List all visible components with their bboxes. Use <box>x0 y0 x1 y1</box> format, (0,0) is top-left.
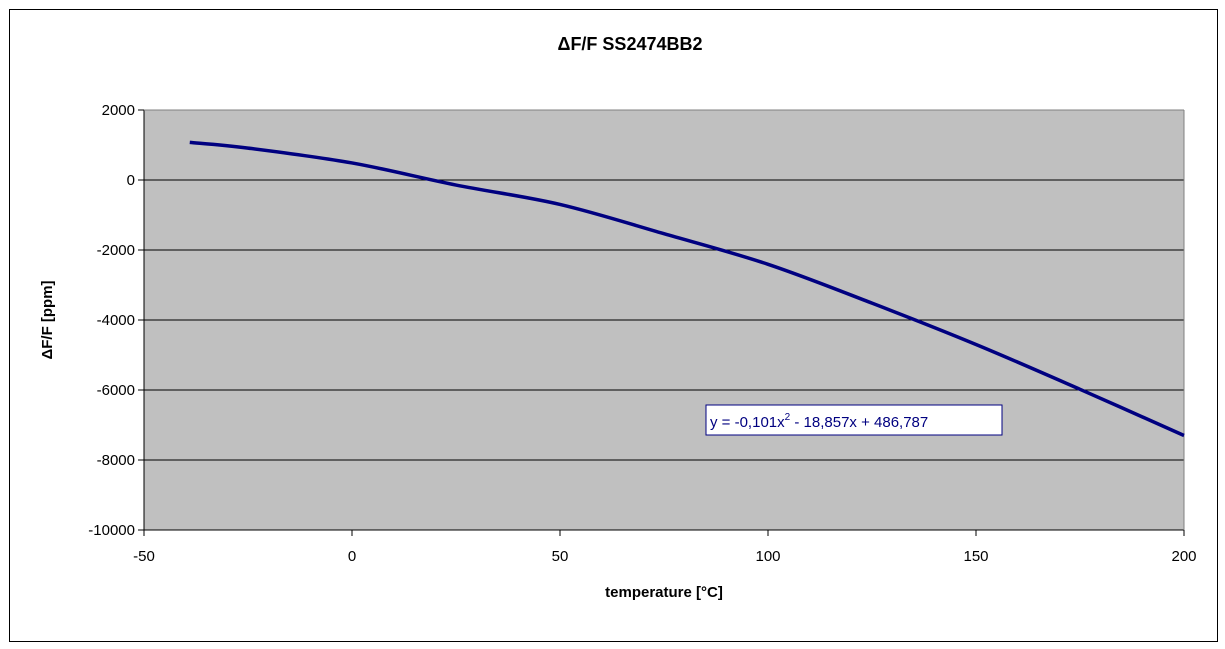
x-tick-labels: -50 0 50 100 150 200 <box>133 548 1196 565</box>
x-tick-label: -50 <box>133 548 155 565</box>
axes <box>138 109 1185 536</box>
y-tick-label: -10000 <box>88 522 135 539</box>
chart-title: ΔF/F SS2474BB2 <box>558 34 703 54</box>
x-tick-label: 50 <box>552 548 569 565</box>
x-tick-label: 150 <box>963 548 988 565</box>
y-tick-label: 2000 <box>102 102 135 119</box>
x-tick-label: 100 <box>755 548 780 565</box>
y-tick-label: -6000 <box>97 382 135 399</box>
equation-box <box>705 404 1003 436</box>
x-tick-label: 200 <box>1171 548 1196 565</box>
y-axis-title: ΔF/F [ppm] <box>39 280 56 359</box>
y-tick-label: -2000 <box>97 242 135 259</box>
y-tick-labels: 2000 0 -2000 -4000 -6000 -8000 -10000 <box>88 102 135 539</box>
y-tick-label: -8000 <box>97 452 135 469</box>
series-line <box>189 140 1185 438</box>
y-tick-label: -4000 <box>97 312 135 329</box>
equation-text: y = -0,101x2 - 18,857x + 486,787 <box>710 412 928 431</box>
x-tick-label: 0 <box>348 548 356 565</box>
x-axis-title: temperature [°C] <box>605 584 723 601</box>
equation-prefix: y = -0,101x <box>710 414 785 431</box>
y-tick-label: 0 <box>127 172 135 189</box>
equation-exponent: 2 <box>785 412 791 423</box>
trendline-equation: y = -0,101x2 - 18,857x + 486,787 <box>705 404 1003 436</box>
equation-suffix: - 18,857x + 486,787 <box>790 414 928 431</box>
